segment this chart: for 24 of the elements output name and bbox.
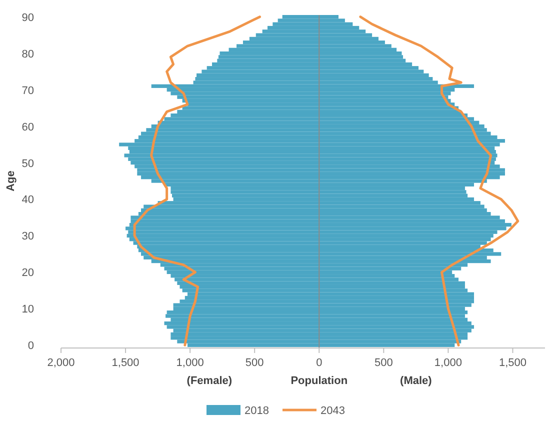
legend-label: 2018 [244, 405, 269, 417]
x-tick-label: 2,000 [47, 357, 75, 369]
y-tick-label: 20 [22, 267, 34, 280]
x-tick-label: 1,500 [112, 357, 140, 369]
y-tick-label: 90 [22, 12, 34, 24]
text: (Female) [186, 375, 232, 387]
y-tick-label: 60 [22, 121, 34, 134]
y-tick-label: 70 [22, 84, 34, 97]
x-tick-label: 500 [245, 357, 264, 369]
y-axis-title: Age [5, 170, 17, 192]
x-axis-title: Population [290, 375, 348, 387]
y-tick-label: 0 [28, 340, 34, 352]
x-tick-label: 0 [316, 357, 322, 369]
y-tick-label: 80 [22, 48, 34, 60]
x-tick-label: 1,000 [434, 357, 462, 369]
y-tick-label: 50 [22, 158, 34, 170]
text: (Male) [400, 375, 432, 387]
y-tick-label: 40 [22, 194, 34, 206]
y-tick-label: 10 [22, 304, 34, 316]
x-tick-label: 500 [374, 357, 393, 369]
x-tick-label: 1,000 [176, 357, 204, 369]
y-tick-label: 30 [22, 230, 34, 243]
legend-label: 2043 [320, 405, 345, 417]
x-tick-label: 1,500 [498, 357, 526, 369]
